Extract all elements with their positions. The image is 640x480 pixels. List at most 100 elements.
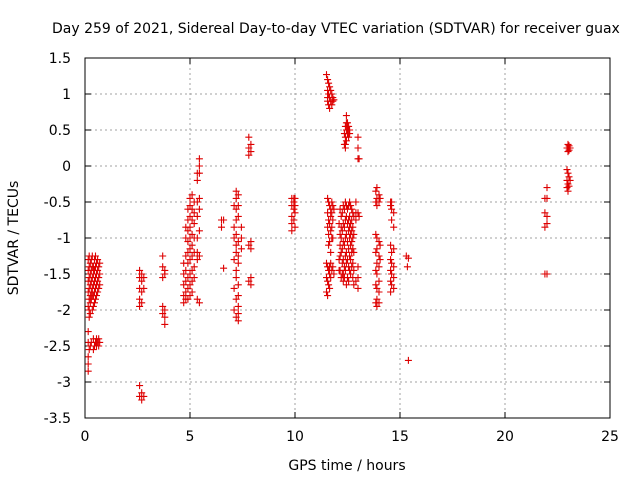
data-point bbox=[234, 238, 242, 246]
data-point bbox=[375, 263, 383, 271]
data-point bbox=[190, 220, 198, 228]
x-axis-label: GPS time / hours bbox=[288, 458, 405, 474]
y-tick-label: -2 bbox=[57, 303, 71, 319]
x-tick-label: 25 bbox=[601, 429, 619, 445]
data-point bbox=[372, 187, 380, 195]
data-point bbox=[188, 216, 196, 224]
data-point bbox=[180, 299, 188, 307]
data-point bbox=[387, 277, 395, 285]
data-point bbox=[541, 223, 549, 231]
y-tick-label: 0.5 bbox=[49, 123, 71, 139]
data-point bbox=[323, 71, 330, 79]
data-point bbox=[290, 216, 298, 224]
y-axis-label: SDTVAR / TECUs bbox=[6, 181, 22, 296]
data-point bbox=[232, 205, 240, 213]
data-point bbox=[195, 252, 203, 260]
data-point bbox=[342, 259, 350, 267]
data-point bbox=[234, 191, 242, 199]
data-point bbox=[338, 245, 346, 253]
data-point bbox=[565, 182, 573, 190]
data-point bbox=[348, 227, 356, 235]
data-point bbox=[220, 264, 228, 272]
data-point bbox=[354, 263, 362, 271]
data-point bbox=[388, 248, 396, 256]
data-point bbox=[84, 360, 92, 368]
data-point bbox=[84, 367, 92, 375]
data-point bbox=[138, 270, 146, 278]
data-point bbox=[193, 212, 201, 220]
data-point bbox=[328, 198, 336, 206]
data-point bbox=[328, 266, 336, 274]
data-point bbox=[376, 256, 384, 264]
data-point bbox=[138, 299, 146, 307]
data-point bbox=[388, 205, 396, 213]
data-point bbox=[186, 245, 194, 253]
data-point bbox=[234, 212, 242, 220]
data-point bbox=[184, 248, 192, 256]
data-point bbox=[348, 263, 356, 271]
data-point bbox=[220, 216, 228, 224]
data-point bbox=[328, 209, 336, 217]
data-point bbox=[376, 241, 384, 249]
data-point bbox=[93, 292, 100, 300]
data-point bbox=[375, 191, 383, 199]
data-point bbox=[161, 270, 169, 278]
data-point bbox=[336, 230, 344, 238]
data-point bbox=[347, 256, 355, 264]
data-point bbox=[89, 302, 97, 310]
data-point bbox=[355, 212, 363, 220]
data-point bbox=[339, 270, 347, 278]
data-point bbox=[342, 112, 350, 120]
data-point bbox=[338, 209, 346, 217]
data-point bbox=[291, 209, 299, 217]
data-point bbox=[232, 295, 240, 303]
data-point bbox=[354, 133, 362, 141]
data-point bbox=[247, 245, 255, 253]
data-point bbox=[403, 263, 411, 271]
data-point bbox=[342, 137, 350, 145]
data-point bbox=[184, 284, 192, 292]
data-point bbox=[161, 306, 169, 314]
y-tick-label: 1 bbox=[62, 87, 71, 103]
data-point bbox=[327, 259, 335, 267]
data-point bbox=[237, 234, 245, 242]
data-point bbox=[375, 198, 383, 206]
data-point bbox=[247, 274, 255, 282]
data-point bbox=[324, 292, 332, 300]
data-point bbox=[232, 194, 240, 202]
data-point bbox=[95, 342, 103, 350]
data-point bbox=[234, 317, 242, 325]
data-point bbox=[195, 205, 203, 213]
data-point bbox=[136, 295, 144, 303]
data-point bbox=[390, 245, 398, 253]
data-point bbox=[245, 133, 253, 141]
data-point bbox=[84, 353, 92, 361]
data-point bbox=[404, 356, 412, 364]
data-point bbox=[347, 220, 355, 228]
data-point bbox=[327, 212, 335, 220]
data-point bbox=[330, 96, 338, 104]
data-point bbox=[350, 266, 358, 274]
data-point bbox=[350, 230, 358, 238]
data-point bbox=[387, 202, 395, 210]
data-point bbox=[352, 277, 360, 285]
data-point bbox=[234, 292, 242, 300]
data-point bbox=[138, 288, 146, 296]
data-point bbox=[543, 220, 551, 228]
data-point bbox=[234, 202, 242, 210]
data-point bbox=[390, 223, 398, 231]
data-point bbox=[326, 284, 334, 292]
x-tick-label: 0 bbox=[81, 429, 90, 445]
data-point bbox=[234, 281, 242, 289]
data-point bbox=[232, 313, 240, 321]
data-point bbox=[140, 274, 148, 282]
data-point bbox=[188, 205, 196, 213]
data-point bbox=[373, 295, 381, 303]
data-point bbox=[232, 230, 240, 238]
data-point bbox=[136, 266, 144, 274]
data-point bbox=[328, 90, 336, 98]
y-tick-label: 0 bbox=[62, 159, 71, 175]
data-point bbox=[182, 266, 190, 274]
data-point bbox=[543, 270, 551, 278]
data-point bbox=[188, 252, 196, 260]
